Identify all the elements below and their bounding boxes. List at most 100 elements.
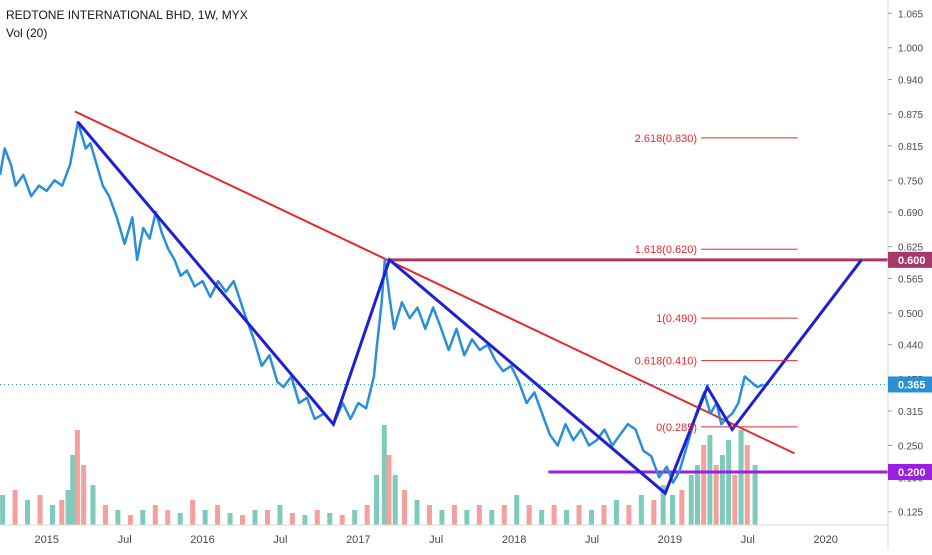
x-tick-label: Jul <box>118 534 132 546</box>
y-tick-label: 0.440 <box>898 341 923 352</box>
volume-bar <box>576 505 582 525</box>
volume-bar <box>526 505 532 525</box>
volume-bar <box>227 513 233 525</box>
volume-bar <box>738 430 744 525</box>
volume-bar <box>451 505 457 525</box>
volume-bar <box>660 485 666 525</box>
volume-bar <box>352 510 358 525</box>
volume-bar <box>679 490 685 525</box>
volume-bar <box>701 445 707 525</box>
volume-bar <box>327 513 333 525</box>
fibonacci-levels: 2.618(0.830) 1.618(0.620) 1(0.490) 0.618(0.… <box>635 133 798 434</box>
y-tick-label: 0.815 <box>898 142 923 153</box>
volume-bar <box>381 425 387 525</box>
y-tick-label: 0.315 <box>898 407 923 418</box>
fib-level-label: 0(0.285) <box>656 422 697 434</box>
volume-bar <box>713 465 719 525</box>
fib-level-label: 2.618(0.830) <box>635 133 697 145</box>
volume-bar <box>339 515 345 525</box>
volume-bar <box>59 500 65 525</box>
volume-bar <box>670 495 676 525</box>
volume-bar <box>439 510 445 525</box>
volume-bar <box>302 515 308 525</box>
volume-bar <box>127 515 133 525</box>
fib-level-label: 1.618(0.620) <box>635 244 697 256</box>
volume-bar <box>364 505 370 525</box>
volume-bar <box>589 510 594 525</box>
volume-bar <box>414 500 420 525</box>
volume-bar <box>707 435 713 525</box>
volume-bar <box>314 510 320 525</box>
trendline <box>74 110 795 455</box>
volume-bar <box>514 495 520 525</box>
volume-bar <box>402 490 408 525</box>
volume-bar <box>726 440 732 525</box>
x-tick-label: 2018 <box>502 534 526 546</box>
y-tick-label: 0.125 <box>898 508 923 519</box>
volume-bar <box>102 505 108 525</box>
y-tick-label: 1.065 <box>898 9 923 20</box>
volume-bar <box>626 505 632 525</box>
y-tick-label: 0.750 <box>898 176 923 187</box>
y-tick-label: 0.690 <box>898 208 923 219</box>
volume-bar <box>551 505 557 525</box>
volume-bar <box>0 495 6 525</box>
y-tick-label: 0.565 <box>898 274 923 285</box>
resistance-price-tag-label: 0.600 <box>898 255 926 267</box>
volume-bar <box>289 513 295 525</box>
volume-bar <box>165 510 171 525</box>
volume-bars <box>0 425 758 525</box>
volume-bar <box>277 505 283 525</box>
x-tick-label: 2020 <box>813 534 837 546</box>
volume-bar <box>115 510 121 525</box>
y-tick-label: 1.000 <box>898 44 923 55</box>
last-price-tag-bg <box>888 376 932 393</box>
y-tick-label: 0.250 <box>898 441 923 452</box>
price-series-line <box>0 120 764 484</box>
resistance-price-tag-bg <box>888 251 932 268</box>
zigzag-pattern <box>76 121 863 496</box>
volume-bar <box>688 475 694 525</box>
volume-bar <box>464 510 470 525</box>
y-tick-label: 0.875 <box>898 110 923 121</box>
last-price-tag-label: 0.365 <box>898 379 926 391</box>
volume-bar <box>90 485 96 525</box>
volume-bar <box>501 505 507 525</box>
volume-bar <box>613 500 619 525</box>
y-tick-label: 0.625 <box>898 243 923 254</box>
fib-level-label: 0.618(0.410) <box>635 356 697 368</box>
x-tick-label: Jul <box>429 534 443 546</box>
volume-bar <box>564 510 570 525</box>
y-tick-label: 0.940 <box>898 76 923 87</box>
volume-bar <box>719 455 725 525</box>
volume-bar <box>81 465 87 525</box>
volume-bar <box>37 495 43 525</box>
volume-bar <box>638 495 644 525</box>
x-tick-label: Jul <box>741 534 755 546</box>
support-price-tag-label: 0.200 <box>898 467 926 479</box>
x-tick-label: 2016 <box>190 534 214 546</box>
price-axis[interactable]: 1.065 1.000 0.940 0.875 0.815 0.750 0.690 0.625… <box>887 0 932 550</box>
volume-bar <box>264 510 270 525</box>
x-tick-label: 2015 <box>34 534 58 546</box>
volume-bar <box>49 505 55 525</box>
volume-bar <box>65 490 71 525</box>
volume-bar <box>70 455 76 525</box>
volume-bar <box>177 513 183 525</box>
volume-bar <box>252 510 258 525</box>
volume-bar <box>426 505 432 525</box>
volume-bar <box>374 475 380 525</box>
volume-bar <box>190 500 196 525</box>
time-axis[interactable]: 2015 Jul 2016 Jul 2017 Jul 2018 Jul 2019 Jul 2020 <box>0 524 888 546</box>
volume-bar <box>392 475 398 525</box>
volume-bar <box>74 430 80 525</box>
volume-bar <box>651 500 657 525</box>
y-tick-label: 0.500 <box>898 309 923 320</box>
volume-bar <box>539 510 545 525</box>
volume-indicator-label[interactable]: Vol (20) <box>6 26 48 40</box>
volume-bar <box>25 500 31 525</box>
volume-bar <box>601 505 607 525</box>
x-tick-label: Jul <box>273 534 287 546</box>
